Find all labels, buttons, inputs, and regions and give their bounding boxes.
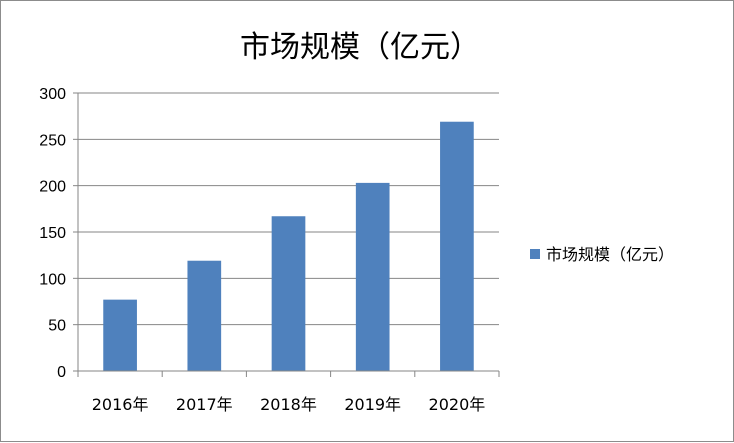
x-tick-label: 2020年 [429, 395, 486, 414]
bar-series [103, 121, 474, 371]
chart-title: 市场规模（亿元） [240, 30, 480, 65]
y-tick-label: 0 [57, 364, 66, 381]
x-tick-label: 2019年 [344, 395, 401, 414]
x-tick-label: 2017年 [176, 395, 233, 414]
x-tick-labels: 2016年 2017年 2018年 2019年 2020年 [92, 395, 486, 414]
bar [355, 182, 390, 371]
x-tick-label: 2016年 [92, 395, 149, 414]
legend-label: 市场规模（亿元） [546, 245, 674, 264]
bar [103, 299, 137, 371]
y-tick-label: 200 [39, 179, 66, 196]
legend-swatch [530, 249, 540, 259]
y-tick-label: 300 [39, 86, 66, 103]
bar [440, 121, 474, 371]
axes [77, 93, 500, 377]
y-tick-label: 150 [39, 225, 66, 242]
y-tick-labels: 0 50 100 150 200 250 300 [39, 86, 66, 381]
y-tick-label: 100 [39, 271, 66, 288]
y-tick-label: 50 [48, 318, 66, 335]
legend: 市场规模（亿元） [530, 245, 674, 264]
y-tick-label: 250 [39, 132, 66, 149]
bar [271, 216, 306, 371]
x-tick-label: 2018年 [260, 395, 317, 414]
bar [187, 260, 222, 371]
